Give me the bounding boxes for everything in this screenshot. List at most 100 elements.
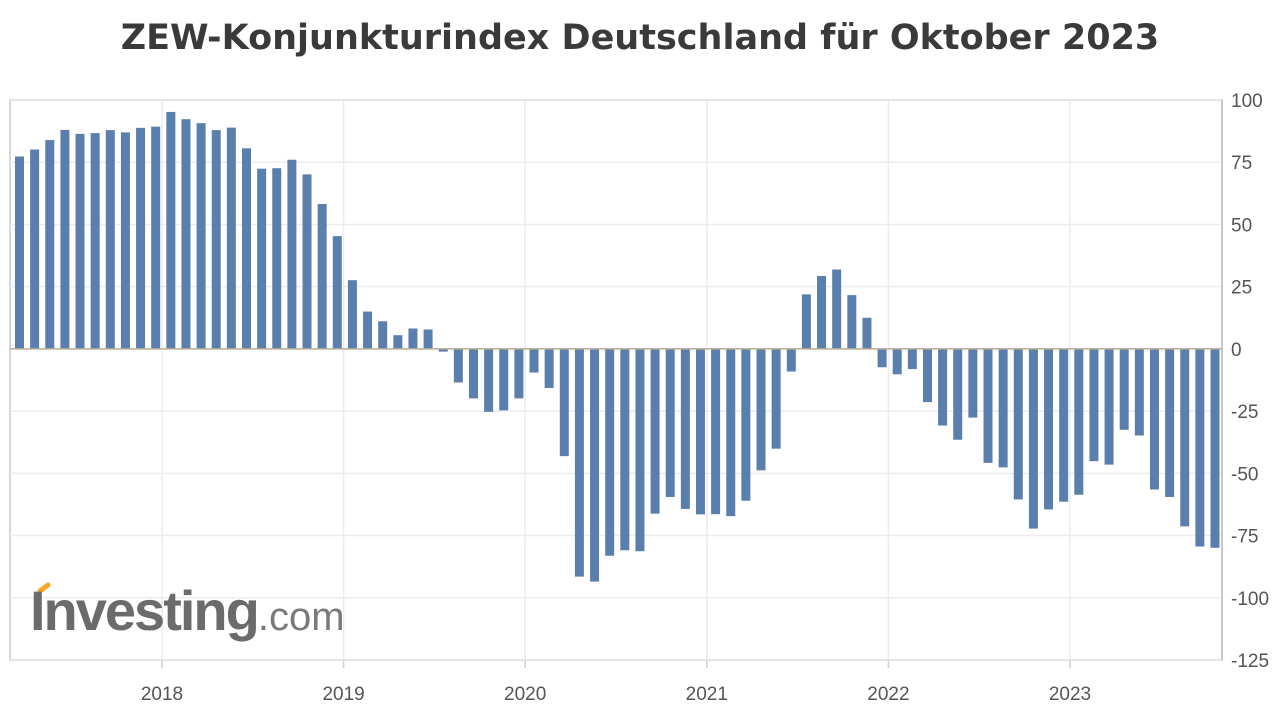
bar	[438, 348, 448, 352]
bar	[30, 149, 40, 349]
bar	[514, 348, 524, 399]
chart-title: ZEW-Konjunkturindex Deutschland für Okto…	[120, 18, 1160, 58]
y-tick-label: -50	[1231, 464, 1258, 485]
bar	[1059, 348, 1069, 502]
bar	[1013, 348, 1023, 500]
bar	[1134, 348, 1144, 436]
bar	[181, 119, 191, 349]
bar	[862, 317, 872, 349]
investing-logo: Investing.com	[30, 578, 345, 643]
bar	[786, 348, 796, 372]
bar	[605, 348, 615, 556]
bar	[983, 348, 993, 463]
bar	[877, 348, 887, 368]
bar	[241, 148, 251, 349]
bar	[847, 295, 857, 349]
plot-frame	[9, 99, 1223, 661]
bar	[907, 348, 917, 370]
bar	[832, 269, 842, 349]
bar	[347, 280, 357, 349]
logo-accent-mark	[37, 582, 51, 594]
bar	[1149, 348, 1159, 490]
logo-main-text: Investing	[30, 579, 260, 642]
bar	[499, 348, 509, 411]
bar	[211, 130, 221, 349]
bar	[953, 348, 963, 440]
y-tick-label: 50	[1231, 215, 1252, 236]
x-tick-label: 2018	[141, 684, 183, 705]
bar	[529, 348, 539, 373]
bar	[75, 133, 85, 349]
y-tick-label: -125	[1231, 651, 1269, 672]
bar	[1180, 348, 1190, 527]
bar	[15, 156, 24, 349]
bar	[196, 123, 206, 349]
bar	[574, 348, 584, 577]
bar	[650, 348, 660, 514]
bar	[317, 204, 327, 349]
bar	[635, 348, 645, 552]
bar	[1119, 348, 1129, 430]
bar	[817, 275, 827, 349]
bar	[695, 348, 705, 515]
bar	[892, 348, 902, 375]
bar	[1165, 348, 1175, 497]
bar	[90, 133, 100, 349]
bar	[363, 311, 373, 349]
y-tick-label: -100	[1231, 589, 1269, 610]
bar	[393, 335, 403, 349]
bar	[1089, 348, 1099, 462]
y-tick-label: -75	[1231, 527, 1258, 548]
y-tick-label: 75	[1231, 153, 1252, 174]
bar	[998, 348, 1008, 468]
bar	[105, 130, 115, 349]
bar	[1044, 348, 1054, 510]
bar	[620, 348, 630, 551]
bar	[741, 348, 751, 501]
bar	[711, 348, 721, 515]
x-tick-label: 2023	[1049, 684, 1091, 705]
bar	[756, 348, 766, 471]
bar	[45, 140, 55, 349]
bar	[408, 328, 418, 349]
bar	[120, 132, 130, 349]
bar	[151, 126, 161, 349]
bar	[1104, 348, 1114, 465]
bar	[332, 236, 342, 349]
y-tick-label: 100	[1231, 91, 1263, 112]
logo-suffix-text: .com	[257, 595, 345, 639]
bar	[302, 174, 312, 349]
bar	[680, 348, 690, 509]
bar	[484, 348, 494, 412]
bar	[453, 348, 463, 383]
bar	[1074, 348, 1084, 495]
bar	[60, 129, 70, 349]
x-tick-label: 2019	[322, 684, 364, 705]
bar	[378, 321, 388, 349]
y-tick-label: -25	[1231, 402, 1258, 423]
bar	[544, 348, 554, 388]
bar	[468, 348, 478, 399]
bar	[1195, 348, 1205, 547]
bar	[423, 329, 433, 349]
bar	[922, 348, 932, 403]
bar	[771, 348, 781, 449]
bar	[968, 348, 978, 418]
bar	[1028, 348, 1038, 529]
y-tick-label: 0	[1231, 340, 1242, 361]
bar	[665, 348, 675, 497]
bar	[287, 159, 297, 349]
bar	[226, 127, 236, 349]
bar	[801, 294, 811, 349]
x-tick-label: 2021	[686, 684, 728, 705]
bar	[726, 348, 736, 517]
bar	[257, 168, 267, 349]
x-tick-label: 2022	[867, 684, 909, 705]
bar	[166, 111, 176, 349]
bar	[1210, 348, 1220, 548]
bar	[590, 348, 600, 582]
y-tick-label: 25	[1231, 278, 1252, 299]
x-tick-label: 2020	[504, 684, 546, 705]
bar	[938, 348, 948, 426]
